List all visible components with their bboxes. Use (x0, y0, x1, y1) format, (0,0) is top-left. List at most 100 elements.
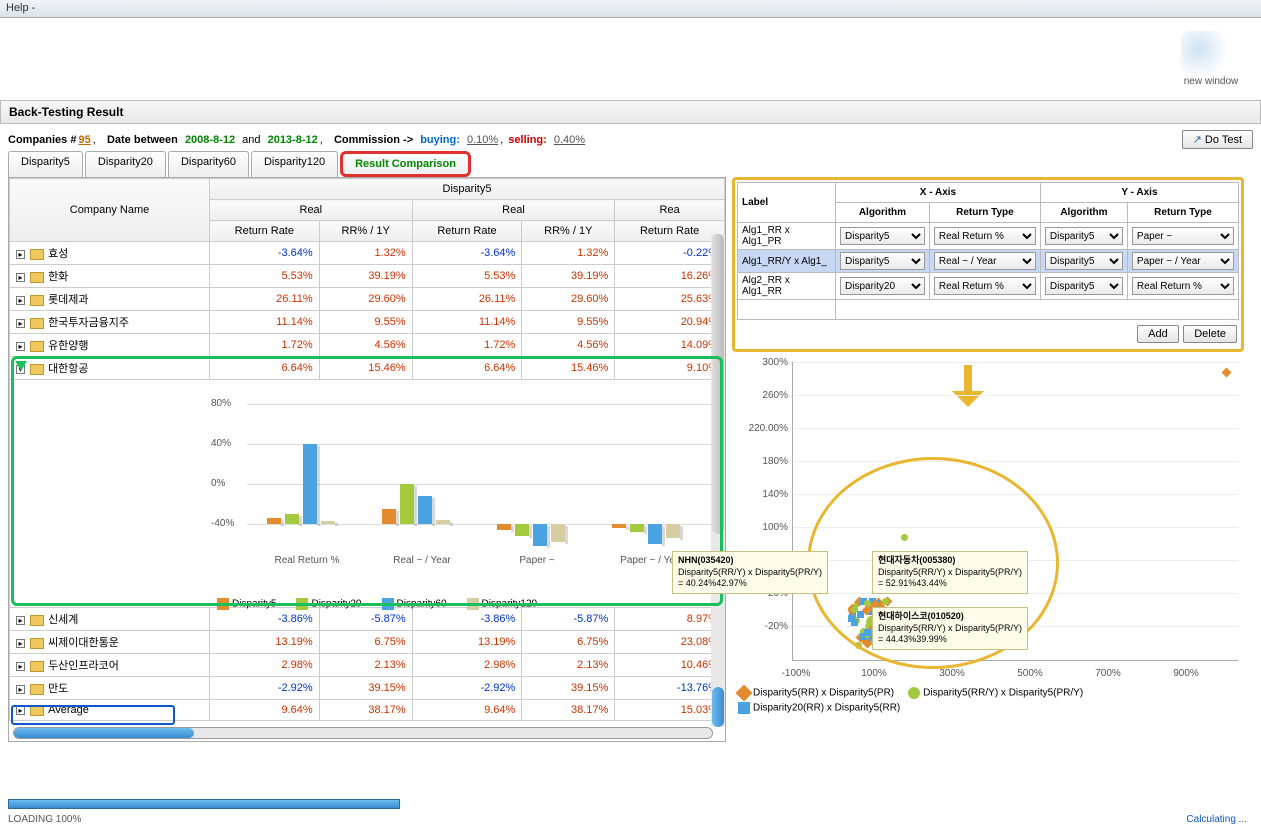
selling-value[interactable]: 0.40% (554, 134, 585, 146)
expand-icon[interactable]: ▸ (16, 639, 25, 648)
table-cell: -3.64% (412, 242, 522, 265)
x-ret-select[interactable]: Real Return % (934, 227, 1036, 245)
do-test-button[interactable]: ↗ Do Test (1182, 130, 1253, 149)
axis-label-cell[interactable]: Alg1_RR/Y x Alg1_ (738, 250, 836, 273)
legend-item: Disparity120 (467, 598, 538, 610)
row-name[interactable]: ▸ 한국투자금융지주 (10, 311, 210, 334)
tab-disparity20[interactable]: Disparity20 (85, 151, 166, 177)
row-name[interactable]: ▸ 유한양행 (10, 334, 210, 357)
vertical-scrollbar[interactable] (711, 234, 725, 727)
scatter-point[interactable] (851, 619, 858, 626)
x-tick: 500% (1010, 668, 1050, 679)
expand-icon[interactable]: ▸ (16, 685, 25, 694)
expand-icon[interactable]: ▸ (16, 616, 25, 625)
row-name[interactable]: ▸ 한화 (10, 265, 210, 288)
y-ret-select[interactable]: Paper ~ / Year (1132, 252, 1234, 270)
expand-icon[interactable]: ▸ (16, 319, 25, 328)
table-cell: 23.08% (615, 631, 725, 654)
tab-disparity5[interactable]: Disparity5 (8, 151, 83, 177)
axis-label-cell[interactable]: Alg1_RR x Alg1_PR (738, 223, 836, 250)
y-tick: 300% (744, 357, 788, 368)
x-cat-label: Paper ~ (487, 555, 587, 566)
axis-row[interactable]: Alg2_RR x Alg1_RR Disparity20 Real Retur… (738, 273, 1239, 300)
table-cell: 5.53% (210, 265, 320, 288)
y-ret-select[interactable]: Real Return % (1132, 277, 1234, 295)
add-button[interactable]: Add (1137, 325, 1179, 343)
table-row[interactable]: ▸ 신세계 -3.86%-5.87%-3.86%-5.87%8.97% (10, 608, 725, 631)
y-ret-select[interactable]: Paper ~ (1132, 227, 1234, 245)
row-name[interactable]: ▸ 롯데제과 (10, 288, 210, 311)
axis-row[interactable]: Alg1_RR/Y x Alg1_ Disparity5 Real ~ / Ye… (738, 250, 1239, 273)
horizontal-scrollbar[interactable] (13, 727, 713, 739)
x-ret-select[interactable]: Real ~ / Year (934, 252, 1036, 270)
table-row[interactable]: ▸ 한국투자금융지주 11.14%9.55%11.14%9.55%20.94% (10, 311, 725, 334)
x-algo-select[interactable]: Disparity20 (840, 277, 925, 295)
date-to[interactable]: 2013-8-12 (268, 134, 318, 146)
table-cell: -5.87% (522, 608, 615, 631)
axis-label-cell[interactable]: Alg2_RR x Alg1_RR (738, 273, 836, 300)
table-row[interactable]: ▸ 효성 -3.64%1.32%-3.64%1.32%-0.22% (10, 242, 725, 265)
legend-item: Disparity60 (382, 598, 447, 610)
scroll-thumb-h[interactable] (14, 728, 194, 738)
legend-item: Disparity5 (217, 598, 276, 610)
expand-icon[interactable]: ▸ (16, 250, 25, 259)
table-row[interactable]: ▸ 만도 -2.92%39.15%-2.92%39.15%-13.76% (10, 677, 725, 700)
axis-row[interactable]: Alg1_RR x Alg1_PR Disparity5 Real Return… (738, 223, 1239, 250)
y-algo-select[interactable]: Disparity5 (1045, 227, 1123, 245)
table-row[interactable]: ▸ 한화 5.53%39.19%5.53%39.19%16.26% (10, 265, 725, 288)
table-cell: 1.32% (319, 242, 412, 265)
companies-label: Companies # (8, 134, 76, 146)
table-cell: 26.11% (210, 288, 320, 311)
y-algo-select[interactable]: Disparity5 (1045, 252, 1123, 270)
row-name[interactable]: ▸ 신세계 (10, 608, 210, 631)
row-name[interactable]: ▸ 효성 (10, 242, 210, 265)
x-ret-select[interactable]: Real Return % (934, 277, 1036, 295)
x-tick: -100% (776, 668, 816, 679)
date-from[interactable]: 2008-8-12 (185, 134, 235, 146)
table-cell: 9.10% (615, 357, 725, 380)
expand-icon[interactable]: ▸ (16, 296, 25, 305)
folder-icon (30, 249, 44, 260)
expand-icon[interactable]: ▸ (16, 273, 25, 282)
delete-button[interactable]: Delete (1183, 325, 1237, 343)
scatter-point[interactable] (1222, 368, 1232, 378)
folder-icon (30, 272, 44, 283)
y-algo-select[interactable]: Disparity5 (1045, 277, 1123, 295)
x-algo-select[interactable]: Disparity5 (840, 227, 925, 245)
expand-icon[interactable]: ▸ (16, 662, 25, 671)
legend-item: Disparity20(RR) x Disparity5(RR) (738, 702, 900, 714)
table-row[interactable]: ▸ 두산인프라코어 2.98%2.13%2.98%2.13%10.46% (10, 654, 725, 677)
scatter-point[interactable] (901, 534, 908, 541)
x-algo-select[interactable]: Disparity5 (840, 252, 925, 270)
row-name[interactable]: ▸ 씨제이대한통운 (10, 631, 210, 654)
table-row[interactable]: ▸ 씨제이대한통운 13.19%6.75%13.19%6.75%23.08% (10, 631, 725, 654)
row-name[interactable]: ▸ 만도 (10, 677, 210, 700)
table-cell: -3.64% (210, 242, 320, 265)
page-title: Back-Testing Result (9, 105, 123, 119)
table-row[interactable]: ▸ 유한양행 1.72%4.56%1.72%4.56%14.09% (10, 334, 725, 357)
table-cell: 14.09% (615, 334, 725, 357)
scatter-point[interactable] (864, 629, 871, 636)
table-cell: -2.92% (412, 677, 522, 700)
scroll-thumb-bottom[interactable] (712, 687, 724, 727)
expand-icon[interactable]: ▸ (16, 706, 25, 715)
row-name[interactable]: ▸ 두산인프라코어 (10, 654, 210, 677)
tab-result-comparison[interactable]: Result Comparison (340, 151, 471, 177)
table-row[interactable]: ▸ Average 9.64%38.17%9.64%38.17%15.03% (10, 700, 725, 721)
folder-icon (30, 615, 44, 626)
scatter-point[interactable] (851, 606, 858, 613)
buying-value[interactable]: 0.10% (467, 134, 498, 146)
table-cell: 1.32% (522, 242, 615, 265)
companies-count[interactable]: 95 (78, 134, 90, 146)
row-name[interactable]: ▸ Average (10, 700, 210, 721)
calculating-status: Calculating ... (1186, 814, 1247, 825)
scroll-thumb[interactable] (712, 234, 724, 534)
table-row[interactable]: ▸ 롯데제과 26.11%29.60%26.11%29.60%25.63% (10, 288, 725, 311)
expand-icon[interactable]: ▸ (16, 342, 25, 351)
new-window-button[interactable]: new window (1181, 31, 1241, 87)
row-name[interactable]: ▾ 대한항공 (10, 357, 210, 380)
help-menu[interactable]: Help - (6, 2, 35, 14)
table-row[interactable]: ▾ 대한항공 6.64%15.46%6.64%15.46%9.10% (10, 357, 725, 380)
tab-disparity120[interactable]: Disparity120 (251, 151, 338, 177)
tab-disparity60[interactable]: Disparity60 (168, 151, 249, 177)
